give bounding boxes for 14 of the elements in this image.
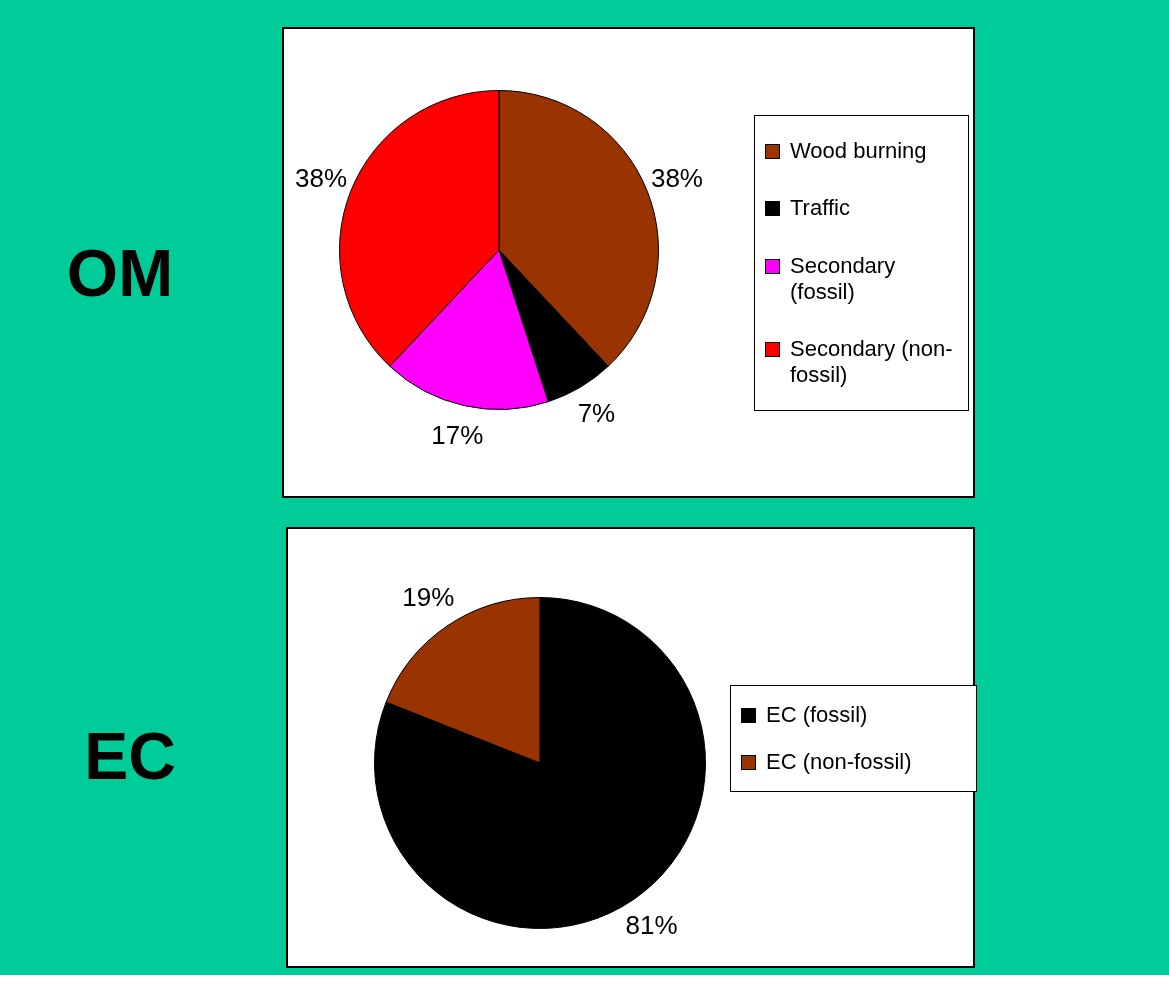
data-label: 81% <box>625 910 678 941</box>
data-label: 17% <box>431 419 484 450</box>
data-label: 38% <box>295 162 348 193</box>
legend-label: Secondary (non-fossil) <box>790 336 954 389</box>
legend-label: Secondary (fossil) <box>790 252 897 305</box>
text: OM <box>65 235 175 311</box>
legend-label: Traffic <box>790 195 850 222</box>
data-label: 7% <box>577 397 616 428</box>
legend-label: Wood burning <box>790 137 927 164</box>
data-label: 19% <box>402 581 455 612</box>
data-label: 38% <box>650 162 703 193</box>
text: EC <box>83 718 177 794</box>
legend-label: EC (non-fossil) <box>766 748 912 775</box>
legend-label: EC (fossil) <box>766 702 868 729</box>
